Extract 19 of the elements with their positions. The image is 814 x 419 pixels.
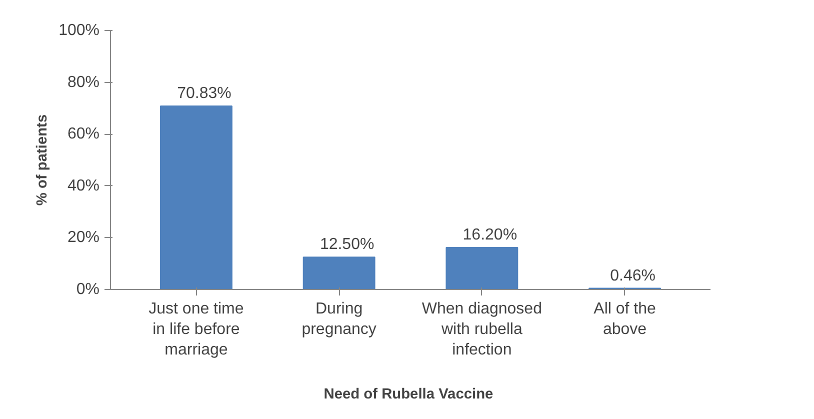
y-axis-title: % of patients bbox=[34, 114, 51, 206]
y-tick-label: 60% bbox=[67, 126, 100, 143]
x-tick-label: When diagnosed with rubella infection bbox=[422, 300, 542, 358]
y-tick-label: 20% bbox=[67, 229, 100, 246]
x-tick-label: Just one time in life before marriage bbox=[148, 300, 244, 358]
y-tick-label: 80% bbox=[67, 74, 100, 91]
data-label: 12.50% bbox=[320, 236, 374, 254]
y-tick-label: 0% bbox=[76, 281, 100, 298]
y-tick-label: 40% bbox=[67, 177, 100, 194]
data-label: 70.83% bbox=[177, 85, 232, 102]
bar bbox=[446, 247, 518, 290]
x-axis-title: Need of Rubella Vaccine bbox=[324, 386, 494, 402]
data-label: 16.20% bbox=[462, 226, 518, 244]
x-tick-label: During pregnancy bbox=[302, 300, 376, 338]
y-tick-label: 100% bbox=[58, 22, 100, 39]
data-label: 0.46% bbox=[610, 267, 656, 284]
x-tick-label: All of the above bbox=[594, 300, 656, 338]
bar bbox=[160, 106, 232, 290]
bar bbox=[302, 256, 376, 290]
